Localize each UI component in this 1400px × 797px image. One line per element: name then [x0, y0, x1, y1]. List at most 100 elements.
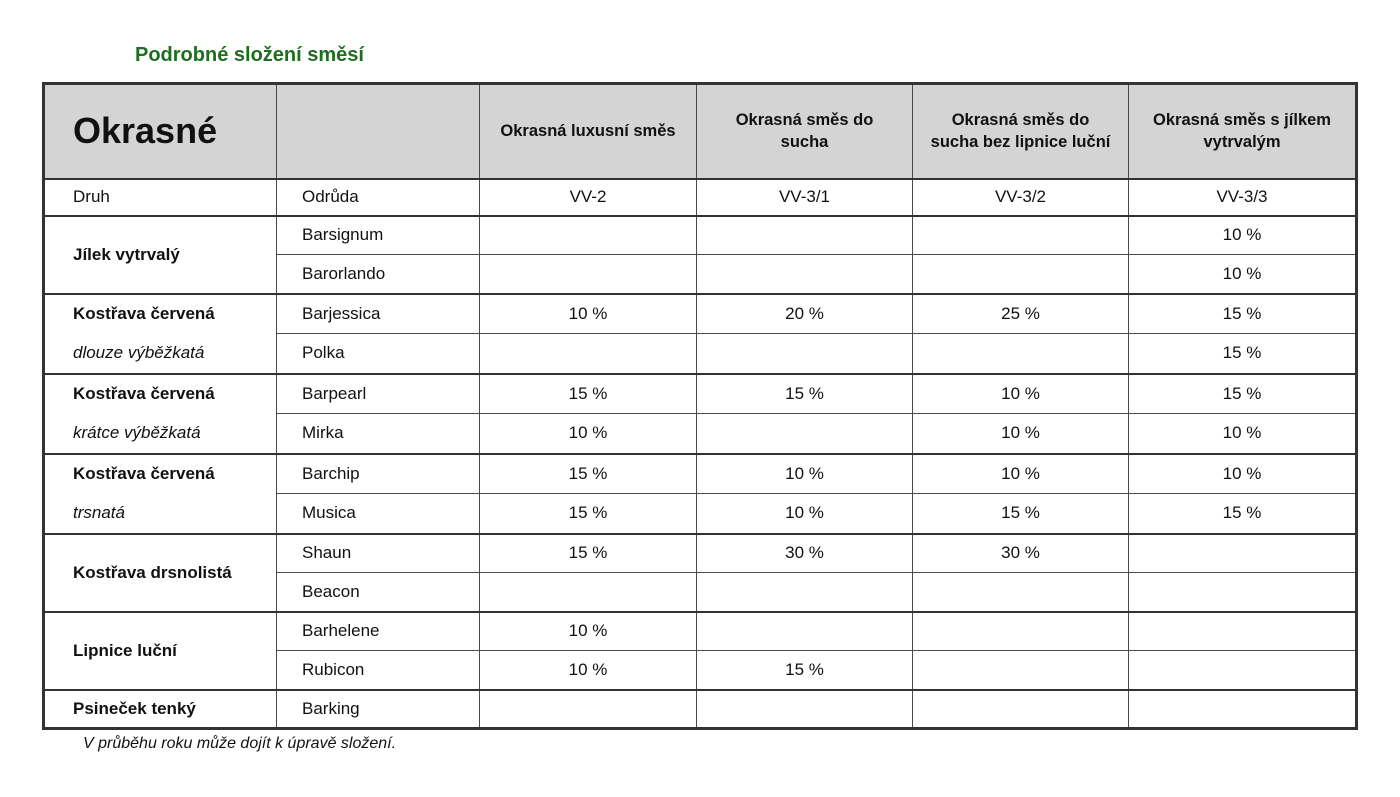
mix-header-cell: Okrasná luxusní směs — [479, 83, 697, 180]
mix-header-cell: Okrasná směs do sucha — [696, 83, 913, 180]
value-cell — [696, 688, 913, 729]
value-cell — [479, 688, 697, 729]
druh-label-cell: Druh — [43, 178, 277, 217]
value-cell: 15 % — [479, 452, 697, 494]
variety-cell: Barpearl — [276, 372, 480, 414]
value-cell — [912, 333, 1129, 374]
value-cell: 15 % — [479, 372, 697, 414]
corner-title-cell: Okrasné — [43, 83, 277, 180]
table-row: Kostřava červená krátce výběžkatá Barpea… — [43, 372, 1357, 454]
value-cell: 10 % — [1128, 452, 1357, 494]
value-cell — [479, 214, 697, 255]
species-subtitle: dlouze výběžkatá — [73, 343, 205, 362]
table-row: Jílek vytrvalý Barsignum 10 % — [43, 214, 1357, 294]
value-cell: 15 % — [1128, 493, 1357, 534]
value-cell — [696, 214, 913, 255]
value-cell: 30 % — [912, 532, 1129, 573]
value-cell: 15 % — [1128, 372, 1357, 414]
footnote: V průběhu roku může dojít k úpravě slože… — [83, 735, 397, 752]
species-name: Kostřava červená — [73, 304, 215, 323]
table-header-row: Okrasné Okrasná luxusní směs Okrasná smě… — [43, 83, 1357, 180]
variety-cell: Rubicon — [276, 650, 480, 690]
variety-cell: Barorlando — [276, 254, 480, 294]
value-cell — [696, 333, 913, 374]
mix-code-cell: VV-3/2 — [912, 178, 1129, 217]
page-title: Podrobné složení směsí — [135, 44, 364, 66]
species-name: Kostřava červená — [73, 464, 215, 483]
species-cell: Lipnice luční — [43, 610, 277, 690]
value-cell: 10 % — [912, 452, 1129, 494]
variety-cell: Mirka — [276, 413, 480, 454]
variety-cell: Musica — [276, 493, 480, 534]
value-cell — [912, 610, 1129, 651]
value-cell — [912, 214, 1129, 255]
table-row: Psineček tenký Barking — [43, 688, 1357, 729]
variety-cell: Barhelene — [276, 610, 480, 651]
species-cell: Kostřava červená trsnatá — [43, 452, 277, 534]
value-cell: 15 % — [479, 493, 697, 534]
mix-code-cell: VV-3/1 — [696, 178, 913, 217]
value-cell: 10 % — [479, 650, 697, 690]
value-cell: 10 % — [912, 413, 1129, 454]
odruda-label-cell: Odrůda — [276, 178, 480, 217]
variety-cell: Barchip — [276, 452, 480, 494]
species-subtitle: trsnatá — [73, 503, 125, 522]
value-cell — [1128, 532, 1357, 573]
value-cell: 15 % — [696, 372, 913, 414]
value-cell: 20 % — [696, 292, 913, 334]
value-cell: 10 % — [479, 413, 697, 454]
value-cell — [1128, 650, 1357, 690]
variety-cell: Beacon — [276, 572, 480, 612]
mix-header-cell: Okrasná směs s jílkem vytrvalým — [1128, 83, 1357, 180]
value-cell: 10 % — [1128, 254, 1357, 294]
species-cell: Kostřava drsnolistá — [43, 532, 277, 612]
value-cell — [912, 254, 1129, 294]
species-cell: Psineček tenký — [43, 688, 277, 729]
value-cell — [696, 254, 913, 294]
value-cell: 15 % — [479, 532, 697, 573]
value-cell — [479, 254, 697, 294]
species-name: Kostřava červená — [73, 384, 215, 403]
table-row: Kostřava červená dlouze výběžkatá Barjes… — [43, 292, 1357, 374]
variety-cell: Barking — [276, 688, 480, 729]
table-label-row: Druh Odrůda VV-2 VV-3/1 VV-3/2 VV-3/3 — [43, 178, 1357, 217]
value-cell: 10 % — [1128, 214, 1357, 255]
value-cell: 10 % — [696, 493, 913, 534]
table-row: Kostřava červená trsnatá Barchip 15 % 10… — [43, 452, 1357, 534]
value-cell — [1128, 610, 1357, 651]
variety-cell: Shaun — [276, 532, 480, 573]
species-cell: Kostřava červená krátce výběžkatá — [43, 372, 277, 454]
value-cell: 10 % — [912, 372, 1129, 414]
value-cell: 10 % — [479, 292, 697, 334]
value-cell: 10 % — [1128, 413, 1357, 454]
value-cell — [912, 572, 1129, 612]
mix-header-cell: Okrasná směs do sucha bez lipnice luční — [912, 83, 1129, 180]
table-row: Lipnice luční Barhelene 10 % — [43, 610, 1357, 690]
mix-code-cell: VV-2 — [479, 178, 697, 217]
value-cell: 15 % — [1128, 292, 1357, 334]
variety-cell: Barjessica — [276, 292, 480, 334]
value-cell: 15 % — [696, 650, 913, 690]
table-row: Kostřava drsnolistá Shaun 15 % 30 % 30 % — [43, 532, 1357, 612]
value-cell — [1128, 572, 1357, 612]
value-cell: 15 % — [1128, 333, 1357, 374]
value-cell — [912, 650, 1129, 690]
value-cell — [1128, 688, 1357, 729]
species-cell: Kostřava červená dlouze výběžkatá — [43, 292, 277, 374]
table-row: Mirka 10 % 10 % 10 % — [44, 413, 1357, 454]
composition-table: Okrasné Okrasná luxusní směs Okrasná smě… — [42, 82, 1358, 730]
value-cell — [912, 688, 1129, 729]
value-cell — [696, 572, 913, 612]
variety-cell: Polka — [276, 333, 480, 374]
header-spacer-cell — [276, 83, 480, 180]
value-cell — [696, 610, 913, 651]
variety-cell: Barsignum — [276, 214, 480, 255]
value-cell: 10 % — [696, 452, 913, 494]
value-cell — [479, 333, 697, 374]
species-subtitle: krátce výběžkatá — [73, 423, 201, 442]
value-cell — [696, 413, 913, 454]
value-cell: 15 % — [912, 493, 1129, 534]
mix-code-cell: VV-3/3 — [1128, 178, 1357, 217]
value-cell: 30 % — [696, 532, 913, 573]
